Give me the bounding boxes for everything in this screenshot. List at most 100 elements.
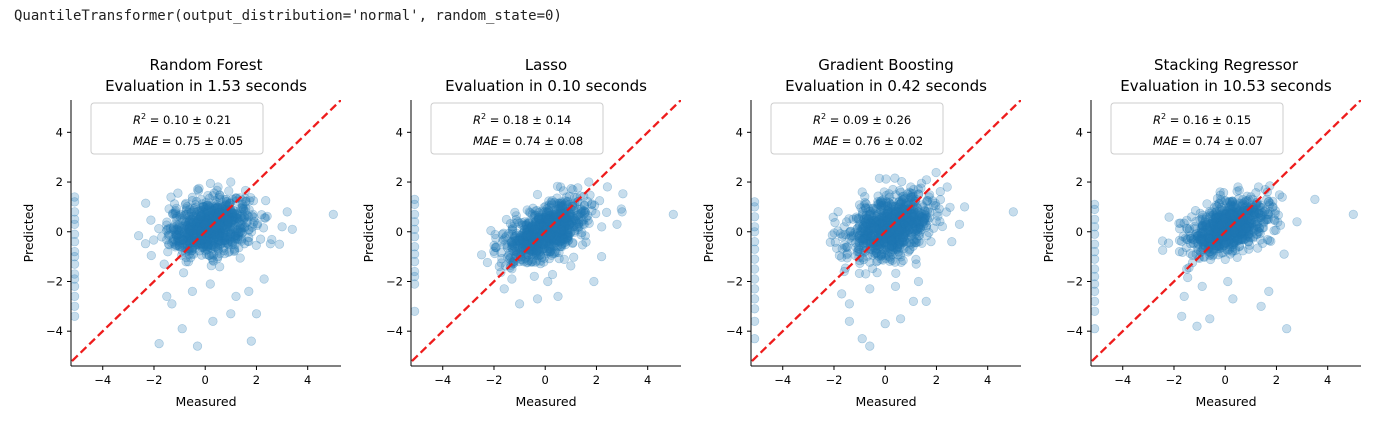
data-point [580,207,590,217]
data-point [522,233,532,243]
data-point [1211,230,1221,240]
data-point [878,235,888,245]
data-point [177,235,187,245]
data-point [543,216,553,226]
data-point [534,221,544,231]
data-point [553,201,564,211]
data-point [507,224,517,234]
data-point [850,238,861,248]
data-point [539,236,549,246]
y-tick-label: 0 [736,225,743,239]
data-point [898,195,908,205]
data-point [1211,210,1221,220]
data-point [529,224,540,234]
data-point [886,201,896,211]
data-point [188,217,198,228]
data-point [751,294,760,304]
y-tick-label: −2 [386,274,403,288]
data-point [918,218,928,228]
data-point [897,233,908,243]
data-point [497,236,508,246]
data-point [889,227,900,237]
data-point [577,240,588,250]
data-point [502,241,512,251]
data-point [881,174,891,184]
data-point [542,214,553,224]
data-point [538,218,548,228]
data-point [205,213,215,224]
data-point [567,238,578,248]
data-point [542,207,552,217]
data-point [521,227,531,238]
data-point [884,234,894,244]
data-point [895,237,905,247]
data-point [219,207,229,217]
data-point [881,224,892,234]
data-point [211,217,222,228]
data-point [897,203,908,213]
data-point [906,208,916,218]
data-point [889,243,900,253]
data-point [533,214,543,224]
data-point [199,220,209,230]
data-point [209,216,219,226]
data-point [217,208,227,218]
data-point [513,235,524,246]
data-point [916,209,927,219]
data-point [1240,220,1250,230]
data-point [860,234,870,244]
data-point [248,219,258,229]
data-point [871,237,882,247]
data-point [201,249,211,259]
data-point [213,233,223,243]
data-point [573,224,583,235]
data-point [191,221,202,231]
data-point [906,193,916,203]
reference-line [71,100,341,362]
data-point [71,229,80,239]
data-point [1198,221,1208,231]
data-point [546,231,556,241]
data-point [240,222,250,233]
data-point [556,202,566,212]
data-point [1232,208,1242,218]
data-point [1224,215,1234,225]
data-point [1208,231,1219,242]
data-point [529,211,539,221]
data-point [509,232,520,242]
data-point [1232,234,1243,244]
data-point [199,221,209,231]
x-tick-label: 0 [1222,373,1229,387]
data-point [203,218,213,228]
data-point [178,233,188,243]
data-point [931,167,941,178]
data-point [219,223,229,233]
data-point [214,234,224,244]
data-point [1224,236,1234,246]
data-point [541,233,551,243]
data-point [855,220,865,230]
data-point [887,241,897,251]
data-point [1091,296,1100,306]
data-point [1188,235,1198,245]
data-point [210,209,220,219]
data-point [237,234,247,244]
data-point [888,242,899,252]
data-point [1238,216,1249,226]
data-point [236,211,246,221]
data-point [520,217,530,227]
data-point [194,214,204,224]
data-point [204,216,214,226]
data-point [914,217,924,227]
data-point [920,218,930,228]
data-point [923,215,933,225]
data-point [542,207,552,217]
data-point [863,221,874,231]
data-point [555,224,566,234]
data-area [1091,100,1361,362]
data-point [518,232,528,242]
data-point [1197,226,1208,236]
data-point [577,208,587,218]
data-point [1211,223,1221,233]
data-point [552,241,563,251]
